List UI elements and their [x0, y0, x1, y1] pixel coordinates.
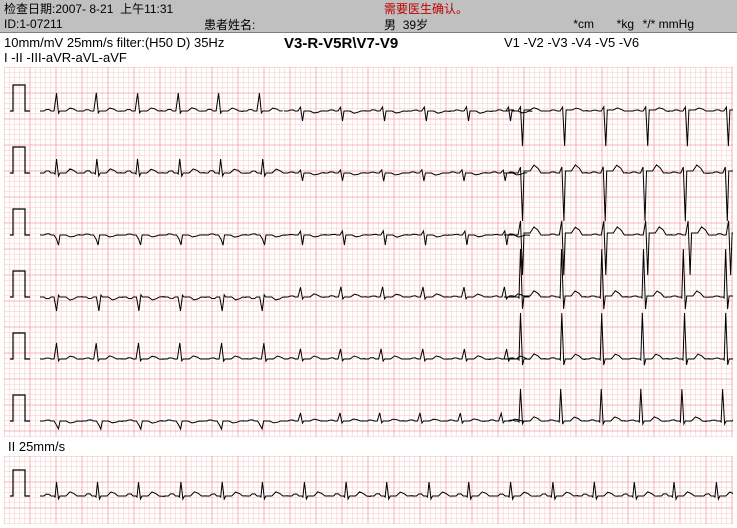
- leads-mid: V3-R-V5R\V7-V9: [284, 35, 504, 65]
- patient-sex-age: 男 39岁: [384, 16, 544, 33]
- header-row-1: 检查日期:2007- 8-21 上午11:31 需要医生确认。: [0, 0, 737, 16]
- lead-labels: 10mm/mV 25mm/s filter:(H50 D) 35Hz I -II…: [0, 33, 737, 67]
- confirm-note: 需要医生确认。: [384, 0, 464, 17]
- header-row-2: ID:1-07211 患者姓名: 男 39岁 *cm *kg */* mmHg: [0, 16, 737, 32]
- patient-bp: */* mmHg: [634, 17, 694, 31]
- patient-id: ID:1-07211: [4, 17, 204, 31]
- patient-name: 患者姓名:: [204, 16, 384, 33]
- patient-weight: *kg: [594, 17, 634, 31]
- header: 检查日期:2007- 8-21 上午11:31 需要医生确认。 ID:1-072…: [0, 0, 737, 33]
- ecg-main-chart: [4, 67, 733, 437]
- patient-height: *cm: [544, 17, 594, 31]
- rhythm-label: II 25mm/s: [0, 437, 737, 456]
- leads-right: V1 -V2 -V3 -V4 -V5 -V6: [504, 35, 724, 65]
- ecg-rhythm-strip: [4, 456, 733, 524]
- calibration-label: 10mm/mV 25mm/s filter:(H50 D) 35Hz: [4, 35, 284, 50]
- exam-date: 检查日期:2007- 8-21 上午11:31: [4, 0, 204, 17]
- leads-left: I -II -III-aVR-aVL-aVF: [4, 50, 284, 65]
